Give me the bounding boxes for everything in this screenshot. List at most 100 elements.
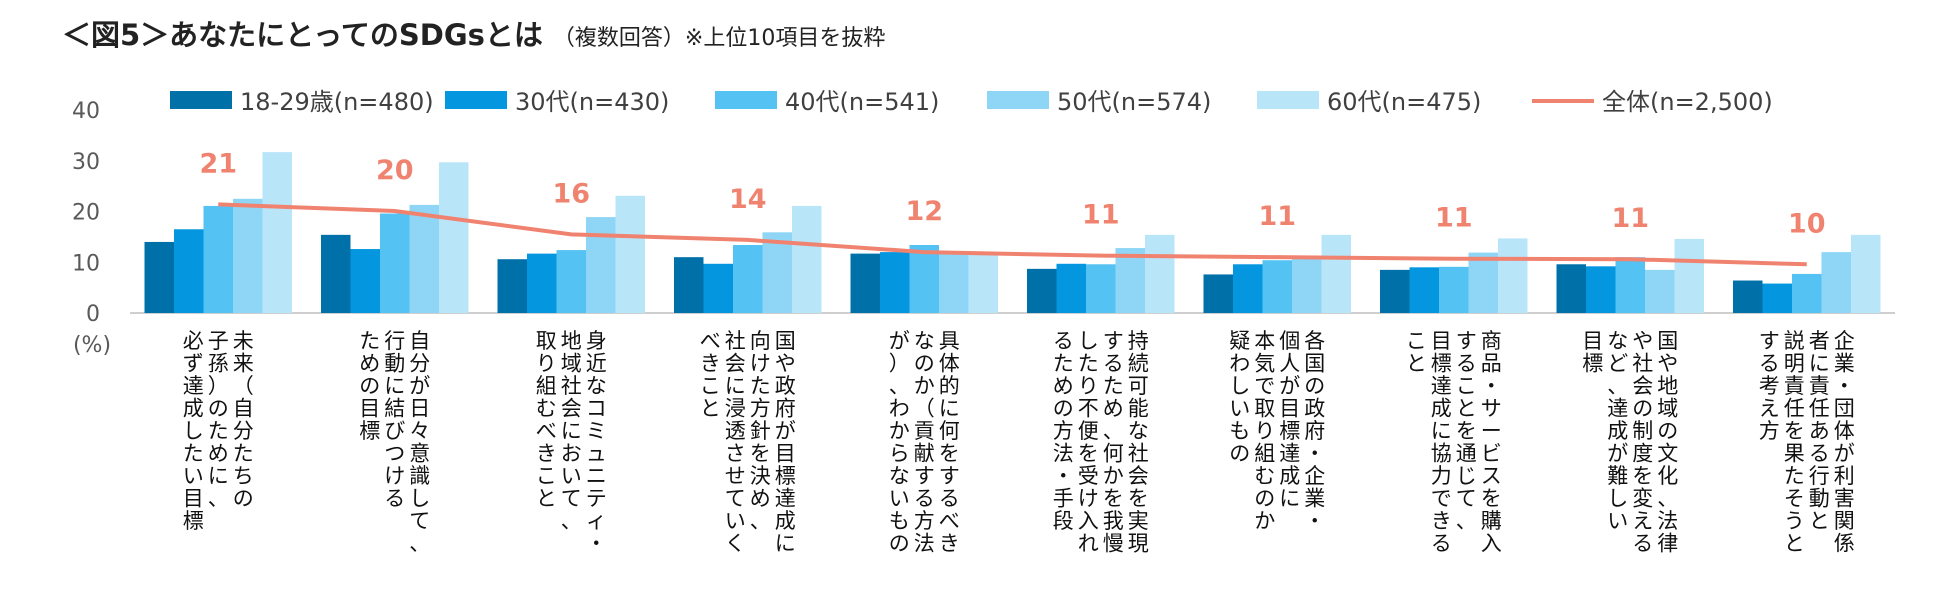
bar (350, 249, 380, 313)
total-data-label: 16 (552, 178, 590, 209)
category-label-line: 国や地域の文化、法律 (1657, 329, 1678, 556)
total-data-label: 11 (1435, 203, 1473, 234)
bar (615, 195, 645, 313)
total-data-label: 11 (1611, 203, 1649, 234)
bar (939, 253, 969, 313)
legend-swatch (987, 91, 1049, 109)
legend-label: 30代(n=430) (515, 88, 669, 116)
bar (1498, 238, 1528, 313)
total-data-label: 10 (1788, 208, 1826, 239)
bar (733, 244, 763, 313)
y-tick-label: 40 (72, 99, 100, 124)
legend-swatch (715, 91, 777, 109)
bar (968, 254, 998, 313)
category-label-line: 国や政府が目標達成に (775, 329, 796, 556)
category-label-line: 目標達成に協力できる (1431, 329, 1452, 556)
category-label-line: 疑わしいもの (1229, 329, 1250, 466)
category-label-line: や社会の制度を変える (1632, 329, 1653, 556)
bar (762, 232, 792, 313)
legend-label: 18-29歳(n=480) (240, 88, 434, 116)
category-label: 身近なコミュニティ・地域社会において、取り組むべきこと (536, 329, 607, 556)
bar (1027, 268, 1057, 313)
bar (1233, 264, 1263, 313)
bar (850, 253, 880, 313)
category-label-line: 企業・団体が利害関係 (1834, 329, 1855, 556)
y-tick-label: 20 (72, 201, 100, 226)
total-data-label: 21 (199, 148, 237, 179)
bar (144, 241, 174, 313)
total-data-label: 12 (905, 196, 943, 227)
category-label-line: 子孫）のために、 (208, 329, 229, 511)
category-label-line: 取り組むべきこと (536, 329, 557, 511)
category-label-line: 目標 (1582, 329, 1603, 376)
legend-label: 50代(n=574) (1057, 88, 1211, 116)
category-label-line: したり不便を受け入れ (1078, 329, 1099, 556)
category-label-line: 社会に浸透させていく (725, 329, 746, 556)
bar (1145, 234, 1175, 313)
bar (1380, 269, 1410, 313)
bar (1792, 273, 1822, 313)
y-unit-label: (%) (73, 333, 111, 358)
bar (880, 252, 910, 313)
bar (1292, 258, 1322, 313)
total-line-layer: 21 20 16 14 12 11 11 11 11 10 (199, 148, 1826, 267)
bar (909, 244, 939, 313)
category-label-line: 行動に結びつける (384, 329, 405, 511)
legend-label: 40代(n=541) (785, 88, 939, 116)
bar (1615, 257, 1645, 313)
category-label-line: 個人が目標達成に (1279, 329, 1300, 511)
category-label-line: 商品・サービスを購入 (1481, 329, 1502, 556)
bar (527, 253, 557, 313)
total-data-label: 11 (1258, 201, 1296, 232)
bar (1586, 266, 1616, 313)
category-label-line: する考え方 (1759, 329, 1780, 443)
legend-swatch (170, 91, 232, 109)
bar (1821, 252, 1851, 313)
category-label-line: 持続可能な社会を実現 (1128, 329, 1149, 556)
bar (203, 205, 233, 313)
bar (1086, 264, 1116, 313)
y-tick-label: 0 (86, 302, 100, 327)
category-label-line: なのか（貢献する方法 (914, 329, 935, 556)
legend-label: 60代(n=475) (1327, 88, 1481, 116)
bar (703, 263, 733, 313)
category-label-line: 本気で取り組むのか (1254, 329, 1275, 533)
chart-title-subtitle: （複数回答）※上位10項目を抜粋 (552, 26, 886, 51)
category-label-line: るための方法・手段 (1053, 329, 1074, 533)
category-label-line: 説明責任を果たそうと (1784, 329, 1805, 556)
category-label-line: 自分が日々意識して、 (409, 329, 430, 556)
total-line (218, 202, 1807, 267)
bar (233, 198, 263, 313)
bar (1115, 248, 1145, 313)
bar (380, 213, 410, 313)
bar (1645, 269, 1675, 313)
bar (262, 152, 292, 313)
category-label-line: 具体的に何をするべき (939, 329, 960, 556)
legend-swatch (1257, 91, 1319, 109)
bar (792, 205, 822, 313)
total-data-label: 14 (729, 184, 767, 215)
category-label-line: など、達成が難しい (1607, 329, 1628, 533)
bar (1321, 234, 1351, 313)
category-label-line: 向けた方針を決め、 (750, 329, 771, 533)
bars-layer (144, 152, 1881, 313)
category-label-line: こと (1406, 329, 1427, 376)
bar (1056, 263, 1086, 313)
category-label-line: 身近なコミュニティ・ (586, 329, 607, 556)
bar (674, 257, 704, 313)
bar (439, 162, 469, 313)
bar (1262, 260, 1292, 313)
bar (497, 259, 527, 313)
bar (1733, 280, 1763, 313)
